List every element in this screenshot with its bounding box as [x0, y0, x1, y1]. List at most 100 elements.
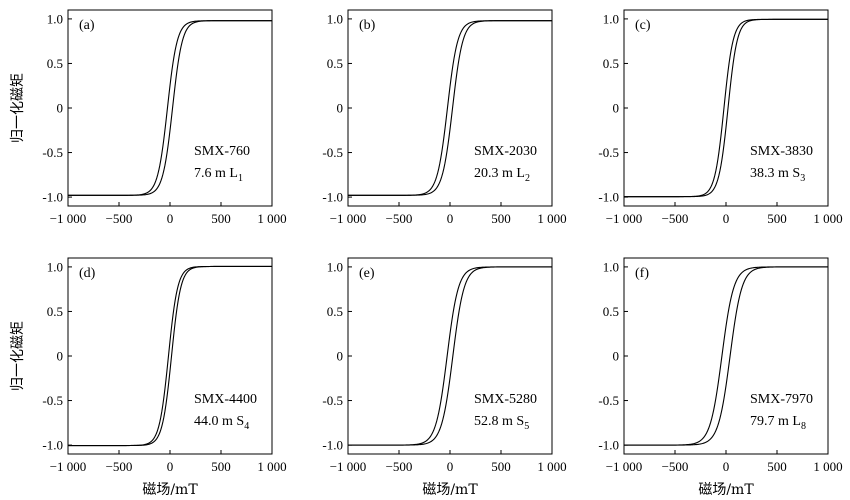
sample-depth: 79.7 m	[750, 414, 792, 429]
y-tick-label: -1.0	[322, 438, 343, 453]
panel-d: -1.0 -0.5 0 0.5 1.0 −1 000 −500 0 500 1 000 (d) SMX…	[9, 257, 287, 498]
x-axis-title: 磁场/mT	[422, 482, 478, 498]
layer-subscript: 2	[525, 173, 530, 184]
y-tick-label: 1.0	[47, 259, 63, 274]
sample-depth-layer: 79.7 m L8	[750, 414, 806, 432]
x-axis-title: 磁场/mT	[698, 482, 754, 498]
panel-f: -1.0 -0.5 0 0.5 1.0 −1 000 −500 0 500 1 000 (f) SMX…	[598, 257, 843, 498]
sample-depth-layer: 20.3 m L2	[474, 166, 530, 184]
x-tick-label: 0	[167, 459, 174, 474]
sample-id: SMX-7970	[750, 392, 813, 407]
sample-depth-layer: 38.3 m S3	[750, 166, 805, 184]
layer-subscript: 1	[238, 173, 243, 184]
sample-depth: 52.8 m	[474, 414, 516, 429]
y-tick-label: 0.5	[47, 56, 63, 71]
x-tick-label: 1 000	[813, 211, 842, 226]
sample-id: SMX-760	[194, 144, 250, 159]
layer-letter: L	[792, 414, 801, 429]
sample-depth-layer: 44.0 m S4	[194, 414, 249, 432]
y-tick-label: -1.0	[42, 438, 63, 453]
y-tick-label: 0	[57, 349, 64, 364]
panel-label: (e)	[359, 266, 375, 281]
y-tick-label: -0.5	[598, 145, 619, 160]
panel-e: -1.0 -0.5 0 0.5 1.0 −1 000 −500 0 500 1 000 (e) SMX…	[322, 257, 567, 498]
x-tick-label: −1 000	[330, 459, 367, 474]
y-tick-label: -1.0	[598, 438, 619, 453]
x-tick-label: 1 000	[537, 459, 566, 474]
y-tick-label: 1.0	[603, 11, 619, 26]
panel-label: (d)	[79, 266, 96, 281]
panel-b: -1.0 -0.5 0 0.5 1.0 −1 000 −500 0 500 1 000 (b) SMX…	[322, 9, 567, 226]
y-tick-label: 1.0	[603, 259, 619, 274]
x-tick-label: −1 000	[50, 459, 87, 474]
sample-id: SMX-5280	[474, 392, 537, 407]
x-tick-label: 500	[491, 459, 511, 474]
sample-id: SMX-4400	[194, 392, 257, 407]
sample-id: SMX-3830	[750, 144, 813, 159]
y-tick-label: -0.5	[42, 145, 63, 160]
y-tick-label: -0.5	[322, 393, 343, 408]
layer-subscript: 4	[244, 421, 249, 432]
layer-letter: S	[516, 414, 524, 429]
x-tick-label: 1 000	[537, 211, 566, 226]
ascending-branch	[68, 20, 272, 196]
descending-branch	[348, 266, 552, 446]
sample-depth-layer: 7.6 m L1	[194, 166, 243, 184]
x-tick-label: −1 000	[606, 459, 643, 474]
y-tick-label: 1.0	[47, 11, 63, 26]
y-tick-label: 0	[613, 349, 620, 364]
y-tick-label: 0	[57, 101, 64, 116]
y-tick-label: 0.5	[47, 304, 63, 319]
x-tick-label: 1 000	[257, 211, 286, 226]
layer-subscript: 5	[524, 421, 529, 432]
x-tick-label: −1 000	[50, 211, 87, 226]
x-tick-label: 500	[211, 459, 231, 474]
sample-id: SMX-2030	[474, 144, 537, 159]
y-axis-title: 归一化磁矩	[9, 321, 26, 391]
y-tick-label: -1.0	[42, 190, 63, 205]
y-tick-label: 0	[337, 349, 344, 364]
x-tick-label: −500	[662, 459, 689, 474]
y-axis-title: 归一化磁矩	[9, 73, 26, 143]
x-tick-label: −500	[386, 459, 413, 474]
x-tick-label: −500	[386, 211, 413, 226]
x-tick-label: −500	[106, 211, 133, 226]
y-tick-label: 0.5	[327, 304, 343, 319]
panel-a: -1.0 -0.5 0 0.5 1.0 −1 000 −500 0 500 1 000 (a) SMX…	[9, 9, 287, 226]
y-tick-label: 1.0	[327, 11, 343, 26]
x-tick-label: 0	[723, 459, 730, 474]
x-tick-label: −1 000	[606, 211, 643, 226]
descending-branch	[68, 265, 272, 447]
sample-depth: 20.3 m	[474, 166, 516, 181]
panel-label: (c)	[635, 18, 651, 33]
panel-label: (b)	[359, 18, 376, 33]
layer-subscript: 8	[801, 421, 806, 432]
x-tick-label: 500	[767, 459, 787, 474]
descending-branch	[68, 20, 272, 196]
layer-letter: S	[792, 166, 800, 181]
x-tick-label: 500	[491, 211, 511, 226]
y-tick-label: -0.5	[598, 393, 619, 408]
layer-letter: L	[516, 166, 525, 181]
y-tick-label: -1.0	[322, 190, 343, 205]
x-tick-label: 0	[167, 211, 174, 226]
x-tick-label: 0	[447, 211, 454, 226]
x-tick-label: 1 000	[257, 459, 286, 474]
x-tick-label: 0	[723, 211, 730, 226]
y-tick-label: -1.0	[598, 190, 619, 205]
x-tick-label: −500	[662, 211, 689, 226]
x-tick-label: −1 000	[330, 211, 367, 226]
panel-c: -1.0 -0.5 0 0.5 1.0 −1 000 −500 0 500 1 000 (c) SMX…	[598, 9, 843, 226]
y-tick-label: -0.5	[42, 393, 63, 408]
y-tick-label: -0.5	[322, 145, 343, 160]
descending-branch	[624, 18, 828, 198]
sample-depth: 44.0 m	[194, 414, 236, 429]
descending-branch	[348, 20, 552, 196]
y-tick-label: 1.0	[327, 259, 343, 274]
layer-letter: L	[229, 166, 238, 181]
panel-label: (a)	[79, 18, 95, 33]
x-tick-label: 1 000	[813, 459, 842, 474]
x-axis-title: 磁场/mT	[142, 482, 198, 498]
descending-branch	[624, 266, 828, 446]
sample-depth: 38.3 m	[750, 166, 792, 181]
